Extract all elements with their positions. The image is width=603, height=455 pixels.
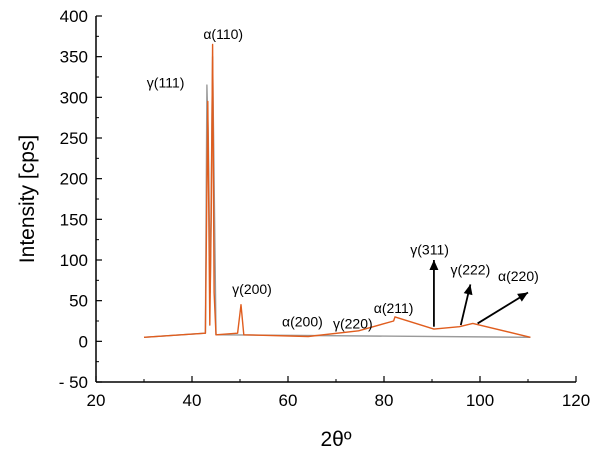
x-tick-label: 120 [562, 391, 590, 410]
annotation-layer: α(110) γ(111) γ(200) α(200) γ(220)α(211) γ(31… [147, 26, 539, 332]
peak-label: α(211) [374, 300, 414, 316]
y-axis-title: Intensity [cps] [16, 135, 39, 263]
peak-label: γ(220) [333, 315, 373, 331]
peak-label: γ(200) [232, 281, 272, 297]
y-tick-label: 200 [60, 170, 88, 189]
x-tick-label: 80 [375, 391, 394, 410]
y-tick-label: 150 [60, 210, 88, 229]
arrow-head [429, 260, 439, 270]
series-line [143, 43, 531, 338]
y-tick-label: - 50 [59, 373, 88, 392]
y-tick-label: 250 [60, 129, 88, 148]
y-tick-label: 300 [60, 88, 88, 107]
peak-label: α(110) [203, 26, 243, 42]
y-tick-label: 0 [79, 332, 88, 351]
y-tick-label: 400 [60, 7, 88, 26]
peak-label: γ(222) [451, 262, 491, 278]
y-tick-label: 350 [60, 48, 88, 67]
peak-label: α(220) [498, 268, 539, 284]
peak-label: γ(111) [147, 75, 185, 91]
arrow-head [517, 292, 528, 302]
x-tick-label: 100 [466, 391, 494, 410]
x-tick-label: 40 [183, 391, 202, 410]
axes: 20 40 60 80 100 120 - 50 0 50 100 150 200 250 300 350 4… [59, 7, 590, 410]
x-tick-label: 20 [87, 391, 106, 410]
x-tick-label: 60 [279, 391, 298, 410]
arrow-head [463, 284, 473, 296]
series-layer [143, 43, 531, 338]
series-line [143, 56, 531, 338]
y-tick-label: 100 [60, 251, 88, 270]
y-tick-label: 50 [69, 292, 88, 311]
peak-label: γ(311) [410, 241, 449, 257]
peak-label: α(200) [282, 314, 323, 330]
x-axis-title: 2θº [320, 428, 351, 451]
